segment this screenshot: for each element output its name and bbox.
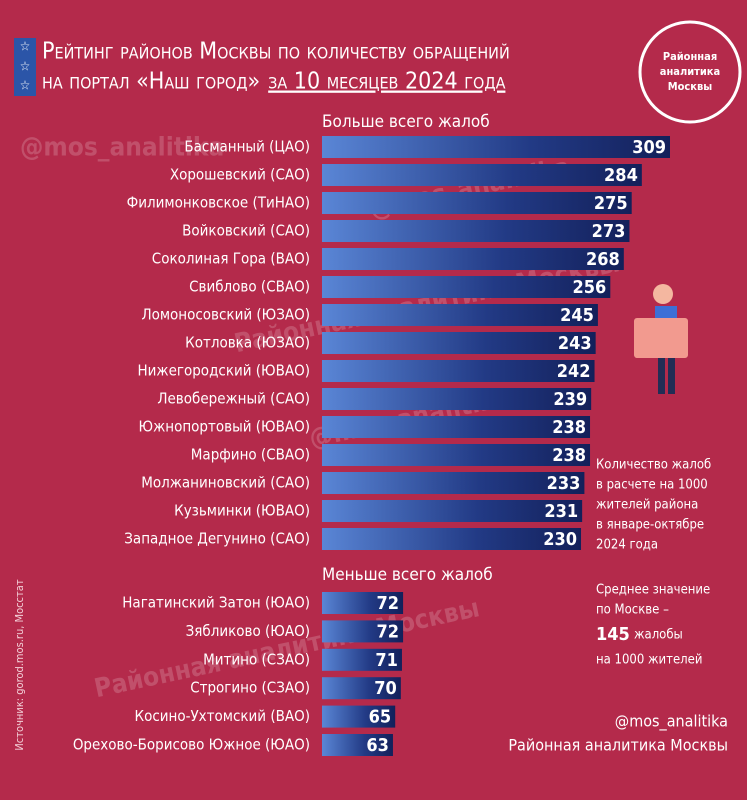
bar: [322, 734, 393, 756]
title: на портал «Наш город»: [42, 69, 260, 95]
note: жителей района: [596, 498, 698, 513]
logo-text: Районная: [663, 50, 717, 63]
value-label: 238: [552, 417, 586, 438]
value-label: 268: [586, 249, 620, 270]
title: за 10 месяцев 2024 года: [268, 69, 505, 95]
category-label: Косино-Ухтомский (ВАО): [134, 707, 310, 725]
average-text: Среднее значение: [596, 583, 710, 598]
group-title: Меньше всего жалоб: [322, 565, 493, 585]
value-label: 63: [366, 735, 389, 756]
star: ☆: [20, 79, 31, 94]
category-label: Свиблово (СВАО): [189, 278, 310, 296]
value-label: 72: [377, 621, 400, 642]
bar: [322, 192, 632, 214]
bar: [322, 360, 595, 382]
value-label: 256: [572, 277, 606, 298]
bar: [322, 304, 598, 326]
bar: [322, 648, 402, 671]
bar: [322, 416, 591, 438]
average-text: жалобы: [634, 628, 683, 643]
value-label: 242: [557, 361, 591, 382]
signature: Районная аналитика Москвы: [508, 736, 728, 755]
category-label: Соколиная Гора (ВАО): [152, 250, 310, 268]
bar: [322, 705, 396, 728]
category-label: Орехово-Борисово Южное (ЮАО): [73, 736, 310, 754]
bar: [322, 528, 582, 550]
value-label: 238: [552, 445, 586, 466]
group-title: Больше всего жалоб: [322, 112, 490, 132]
value-label: 273: [592, 221, 626, 242]
category-label: Нагатинский Затон (ЮАО): [122, 594, 310, 612]
value-label: 65: [369, 707, 392, 728]
note: Количество жалоб: [596, 458, 711, 473]
bar: [322, 500, 583, 522]
stars-badge: [14, 38, 36, 96]
bar: [322, 592, 404, 614]
category-label: Зябликово (ЮАО): [186, 622, 310, 640]
average-text: по Москве –: [596, 603, 669, 618]
star: ☆: [20, 60, 31, 75]
category-label: Западное Дегунино (САО): [124, 530, 310, 548]
average-text: на 1000 жителей: [596, 653, 702, 668]
value-label: 70: [374, 678, 397, 699]
category-label: Филимонковское (ТиНАО): [127, 194, 310, 212]
bar: [322, 444, 591, 466]
illustration: [634, 284, 688, 394]
bar: [322, 388, 592, 410]
bar: [322, 332, 596, 354]
bar: [322, 248, 624, 270]
value-label: 231: [544, 501, 578, 522]
logo-text: Москвы: [668, 80, 712, 93]
value-label: 275: [594, 193, 628, 214]
value-label: 230: [543, 529, 577, 550]
category-label: Войковский (САО): [182, 222, 310, 240]
category-label: Левобережный (САО): [157, 390, 310, 408]
title: Рейтинг районов Москвы по количеству обр…: [42, 39, 510, 65]
value-label: 243: [558, 333, 592, 354]
value-label: 233: [547, 473, 581, 494]
category-label: Ломоносовский (ЮЗАО): [141, 306, 310, 324]
category-label: Котловка (ЮЗАО): [185, 334, 310, 352]
value-label: 245: [560, 305, 594, 326]
average-value: 145: [596, 624, 630, 645]
category-label: Митино (СЗАО): [203, 650, 310, 668]
note: в январе-октябре: [596, 518, 704, 533]
logo-text: аналитика: [660, 65, 720, 78]
category-label: Южнопортовый (ЮВАО): [139, 418, 310, 436]
bar: [322, 472, 585, 494]
category-label: Строгино (СЗАО): [190, 679, 310, 697]
value-label: 72: [377, 593, 400, 614]
value-label: 71: [375, 650, 398, 671]
bar: [322, 164, 642, 186]
watermark: @mos_analitika: [20, 133, 224, 163]
bar: [322, 677, 401, 700]
value-label: 239: [553, 389, 587, 410]
value-label: 284: [604, 165, 638, 186]
category-label: Хорошевский (САО): [170, 166, 310, 184]
category-label: Нижегородский (ЮВАО): [138, 362, 310, 380]
category-label: Кузьминки (ЮВАО): [174, 502, 310, 520]
note: в расчете на 1000: [596, 478, 708, 493]
bar: [322, 136, 670, 158]
category-label: Басманный (ЦАО): [184, 138, 310, 156]
signature: @mos_analitika: [615, 712, 728, 732]
bar: [322, 620, 404, 643]
star: ☆: [20, 40, 31, 55]
bar: [322, 220, 630, 242]
value-label: 309: [632, 137, 666, 158]
logo: [638, 20, 742, 124]
source: Источник: gorod.mos.ru, Мосстат: [13, 579, 26, 750]
bar: [322, 276, 611, 298]
category-label: Молжаниновский (САО): [141, 474, 310, 492]
note: 2024 года: [596, 538, 658, 553]
category-label: Марфино (СВАО): [191, 446, 310, 464]
